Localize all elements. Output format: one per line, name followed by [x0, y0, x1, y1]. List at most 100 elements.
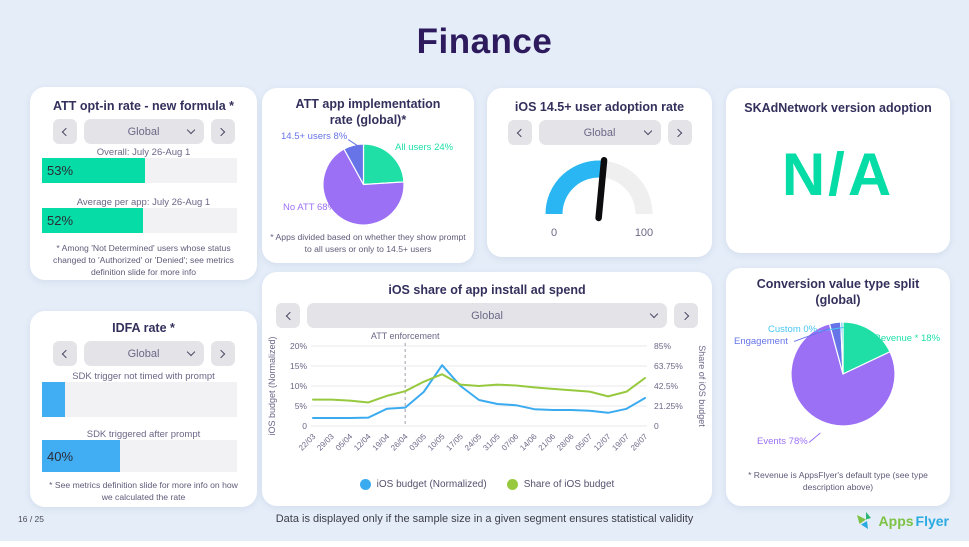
svg-text:05/04: 05/04: [334, 432, 355, 453]
bar-label: SDK trigger not timed with prompt: [72, 371, 215, 382]
svg-text:21/06: 21/06: [537, 432, 558, 453]
bar-fill: [42, 382, 66, 417]
card-ad-spend: iOS share of app install ad spend Global…: [262, 272, 712, 506]
chevron-down-icon: [186, 347, 195, 357]
svg-text:03/05: 03/05: [408, 432, 429, 453]
svg-text:15%: 15%: [290, 361, 307, 371]
legend-dot-blue: [359, 479, 371, 490]
svg-text:10%: 10%: [290, 381, 307, 391]
region-dropdown-value: Global: [471, 309, 503, 322]
chevron-down-icon: [186, 125, 195, 135]
svg-text:07/06: 07/06: [500, 432, 521, 453]
svg-text:14/06: 14/06: [518, 432, 539, 453]
card-title: IDFA rate *: [112, 321, 175, 335]
card-footnote: * Revenue is AppsFlyer's default type (s…: [748, 470, 928, 493]
svg-text:0: 0: [302, 421, 307, 431]
region-selector: Global: [487, 120, 712, 145]
card-title: Conversion value type split (global): [732, 277, 944, 308]
progress-bar: [42, 382, 237, 417]
prev-button[interactable]: [52, 341, 77, 366]
svg-text:31/05: 31/05: [481, 432, 502, 453]
svg-text:85%: 85%: [654, 341, 671, 351]
chart-legend: iOS budget (Normalized) Share of iOS bud…: [262, 479, 712, 490]
svg-text:22/03: 22/03: [297, 432, 318, 453]
region-selector: Global: [30, 341, 257, 366]
pie-slice-label: Events 78%: [757, 436, 808, 447]
card-att-implementation: ATT app implementation rate (global)* 14…: [262, 88, 474, 263]
region-dropdown-value: Global: [127, 347, 160, 360]
bar-label: SDK triggered after prompt: [86, 429, 201, 440]
pie-slice-label: No ATT 68%: [283, 202, 336, 213]
svg-text:19/07: 19/07: [610, 432, 631, 453]
card-title: ATT opt-in rate - new formula *: [52, 99, 235, 113]
chevron-left-icon: [285, 311, 294, 320]
legend-item: Share of iOS budget: [506, 479, 615, 490]
svg-text:17/05: 17/05: [444, 432, 465, 453]
page-number: 16 / 25: [18, 514, 44, 524]
svg-text:26/04: 26/04: [389, 432, 410, 453]
next-button[interactable]: [674, 303, 698, 328]
svg-text:iOS budget (Normalized): iOS budget (Normalized): [267, 336, 277, 435]
svg-text:26/07: 26/07: [629, 432, 650, 453]
svg-text:10/05: 10/05: [426, 432, 447, 453]
bar-value: 53%: [47, 163, 74, 178]
card-title-line1: Conversion value type split: [756, 277, 920, 291]
svg-text:5%: 5%: [295, 401, 308, 411]
svg-text:0: 0: [654, 421, 659, 431]
prev-button[interactable]: [276, 303, 300, 328]
conversion-split-pie-chart: Custom 0% Engagement Revenue * 18% Event…: [734, 316, 942, 464]
appsflyer-logo: Apps Flyer: [855, 510, 949, 532]
legend-label: iOS budget (Normalized): [376, 479, 487, 490]
svg-text:19/04: 19/04: [371, 432, 392, 453]
prev-button[interactable]: [507, 120, 532, 145]
legend-item: iOS budget (Normalized): [359, 479, 487, 490]
bar-fill: 40%: [42, 440, 120, 472]
svg-text:20%: 20%: [290, 341, 307, 351]
svg-text:ATT enforcement: ATT enforcement: [371, 332, 440, 341]
card-footnote: * Apps divided based on whether they sho…: [270, 232, 466, 255]
bar-label: Average per app: July 26-Aug 1: [76, 197, 211, 208]
prev-button[interactable]: [52, 119, 77, 144]
progress-bar: 52%: [42, 208, 237, 233]
region-dropdown[interactable]: Global: [83, 119, 204, 144]
bar-fill: 52%: [42, 208, 144, 233]
svg-text:12/07: 12/07: [592, 432, 613, 453]
next-button[interactable]: [667, 120, 692, 145]
card-title-line2: rate (global)*: [329, 112, 407, 127]
region-dropdown-value: Global: [583, 126, 616, 139]
svg-text:12/04: 12/04: [352, 432, 373, 453]
svg-text:63.75%: 63.75%: [654, 361, 683, 371]
region-dropdown[interactable]: Global: [538, 120, 661, 145]
next-button[interactable]: [210, 341, 235, 366]
region-dropdown[interactable]: Global: [307, 303, 667, 328]
card-footnote: * Among 'Not Determined' users whose sta…: [53, 243, 234, 278]
chevron-right-icon: [680, 311, 689, 320]
svg-text:Share of iOS budget: Share of iOS budget: [697, 345, 707, 427]
next-button[interactable]: [210, 119, 235, 144]
card-att-opt-in-rate: ATT opt-in rate - new formula * Global O…: [30, 87, 257, 280]
adoption-gauge-chart: 0 100: [524, 150, 674, 245]
svg-text:100: 100: [635, 227, 653, 239]
svg-text:28/06: 28/06: [555, 432, 576, 453]
pie-slice-label: Engagement: [734, 336, 788, 347]
region-dropdown[interactable]: Global: [83, 341, 204, 366]
chevron-down-icon: [649, 309, 659, 319]
label-connector-line: [808, 432, 821, 444]
region-selector: Global: [276, 303, 698, 328]
chevron-down-icon: [643, 126, 652, 136]
pie-slice-label: All users 24%: [395, 142, 454, 153]
svg-text:29/03: 29/03: [315, 432, 336, 453]
svg-text:0: 0: [551, 227, 557, 239]
card-title-line2: (global): [815, 292, 861, 307]
legend-label: Share of iOS budget: [523, 479, 615, 490]
chevron-left-icon: [61, 349, 71, 358]
svg-text:24/05: 24/05: [463, 432, 484, 453]
chevron-right-icon: [216, 349, 226, 358]
chevron-left-icon: [516, 128, 526, 137]
pie-slice-label: Revenue * 18%: [874, 333, 941, 344]
legend-dot-green: [506, 479, 518, 490]
card-idfa-rate: IDFA rate * Global SDK trigger not timed…: [30, 311, 257, 507]
logo-text-apps: Apps: [878, 513, 914, 529]
pie-slice-label: 14.5+ users 8%: [281, 131, 348, 142]
card-title: ATT app implementation rate (global)*: [268, 97, 468, 128]
